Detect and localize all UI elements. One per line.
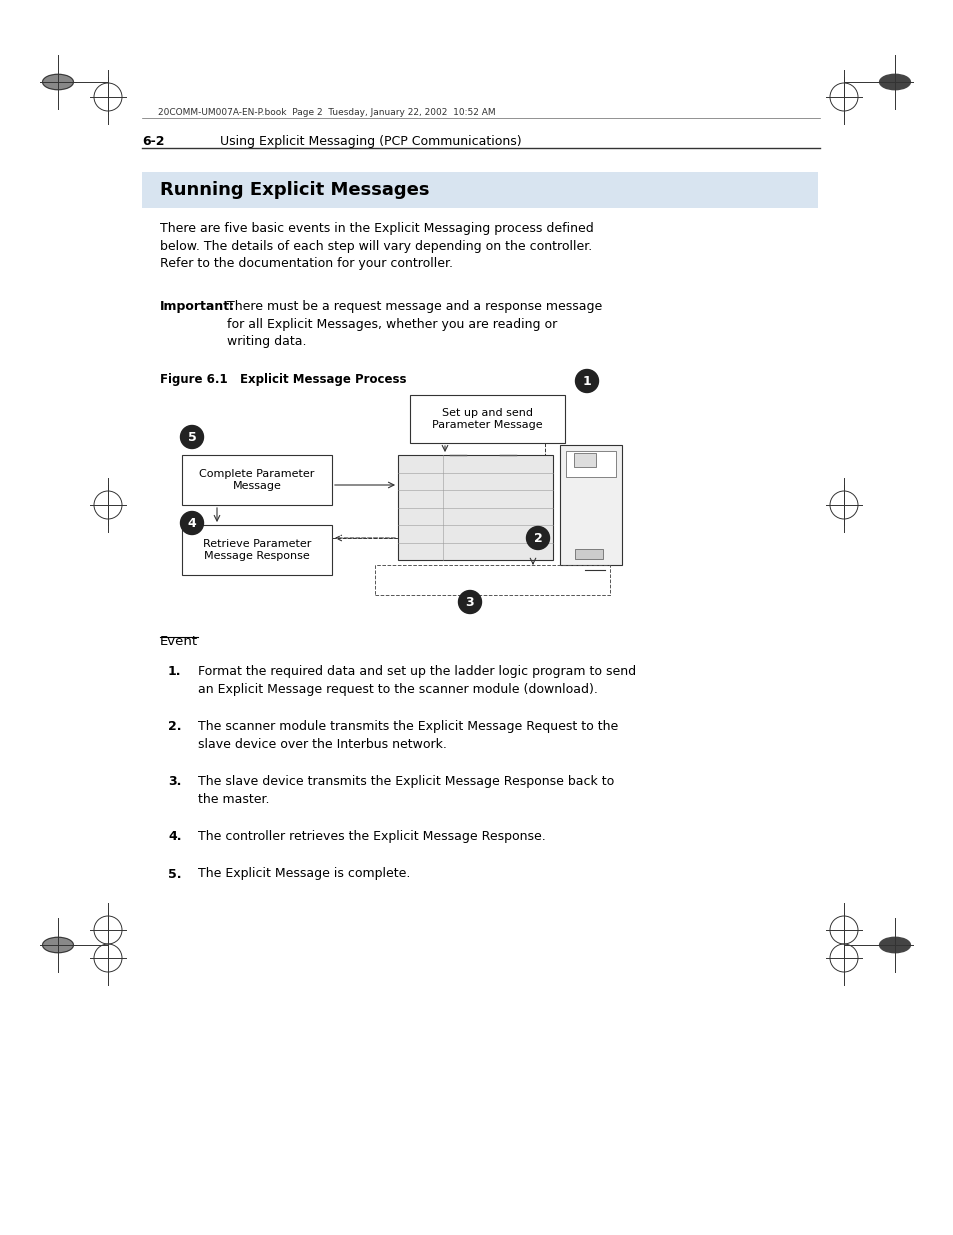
Text: The scanner module transmits the Explicit Message Request to the: The scanner module transmits the Explici… bbox=[198, 720, 618, 734]
Text: 3: 3 bbox=[465, 595, 474, 609]
Bar bbox=[182, 525, 332, 576]
Text: 5: 5 bbox=[188, 431, 196, 443]
Text: 6-2: 6-2 bbox=[142, 135, 164, 148]
Text: Figure 6.1   Explicit Message Process: Figure 6.1 Explicit Message Process bbox=[160, 373, 406, 387]
Text: 4: 4 bbox=[188, 516, 196, 530]
Circle shape bbox=[526, 526, 549, 550]
Bar bbox=[142, 172, 817, 207]
Bar bbox=[182, 454, 332, 505]
Text: Important:: Important: bbox=[160, 300, 234, 312]
Text: the master.: the master. bbox=[198, 793, 269, 805]
Ellipse shape bbox=[879, 74, 909, 90]
Text: Format the required data and set up the ladder logic program to send: Format the required data and set up the … bbox=[198, 664, 636, 678]
Text: Running Explicit Messages: Running Explicit Messages bbox=[160, 182, 429, 199]
Bar bbox=[397, 454, 553, 559]
Ellipse shape bbox=[43, 937, 73, 952]
Text: 5.: 5. bbox=[168, 867, 181, 881]
Text: 20COMM-UM007A-EN-P.book  Page 2  Tuesday, January 22, 2002  10:52 AM: 20COMM-UM007A-EN-P.book Page 2 Tuesday, … bbox=[158, 107, 496, 117]
Circle shape bbox=[180, 426, 203, 448]
Text: 4.: 4. bbox=[168, 830, 181, 844]
Text: an Explicit Message request to the scanner module (download).: an Explicit Message request to the scann… bbox=[198, 683, 598, 695]
Bar bbox=[410, 395, 564, 443]
Text: 1: 1 bbox=[582, 374, 591, 388]
Text: slave device over the Interbus network.: slave device over the Interbus network. bbox=[198, 737, 446, 751]
Bar bbox=[565, 451, 616, 477]
Circle shape bbox=[458, 590, 481, 614]
Text: Event: Event bbox=[160, 635, 198, 648]
Text: The controller retrieves the Explicit Message Response.: The controller retrieves the Explicit Me… bbox=[198, 830, 545, 844]
Text: There are five basic events in the Explicit Messaging process defined: There are five basic events in the Expli… bbox=[160, 222, 593, 235]
Text: The slave device transmits the Explicit Message Response back to: The slave device transmits the Explicit … bbox=[198, 776, 614, 788]
Bar bbox=[375, 564, 609, 595]
Text: 2.: 2. bbox=[168, 720, 181, 734]
Text: Refer to the documentation for your controller.: Refer to the documentation for your cont… bbox=[160, 257, 453, 270]
Text: Retrieve Parameter
Message Response: Retrieve Parameter Message Response bbox=[203, 540, 311, 561]
Ellipse shape bbox=[43, 74, 73, 90]
Text: below. The details of each step will vary depending on the controller.: below. The details of each step will var… bbox=[160, 240, 592, 252]
Circle shape bbox=[575, 369, 598, 393]
Text: Complete Parameter
Message: Complete Parameter Message bbox=[199, 469, 314, 490]
Bar bbox=[574, 453, 596, 467]
Text: 1.: 1. bbox=[168, 664, 181, 678]
Circle shape bbox=[180, 511, 203, 535]
Text: for all Explicit Messages, whether you are reading or: for all Explicit Messages, whether you a… bbox=[227, 317, 557, 331]
Bar bbox=[559, 445, 621, 564]
Ellipse shape bbox=[879, 937, 909, 952]
Text: The Explicit Message is complete.: The Explicit Message is complete. bbox=[198, 867, 410, 881]
Text: 2: 2 bbox=[533, 531, 542, 545]
Text: 3.: 3. bbox=[168, 776, 181, 788]
Text: Using Explicit Messaging (PCP Communications): Using Explicit Messaging (PCP Communicat… bbox=[220, 135, 521, 148]
Text: writing data.: writing data. bbox=[227, 335, 306, 348]
Bar bbox=[575, 550, 602, 559]
Text: There must be a request message and a response message: There must be a request message and a re… bbox=[227, 300, 601, 312]
Text: Set up and send
Parameter Message: Set up and send Parameter Message bbox=[432, 409, 542, 430]
